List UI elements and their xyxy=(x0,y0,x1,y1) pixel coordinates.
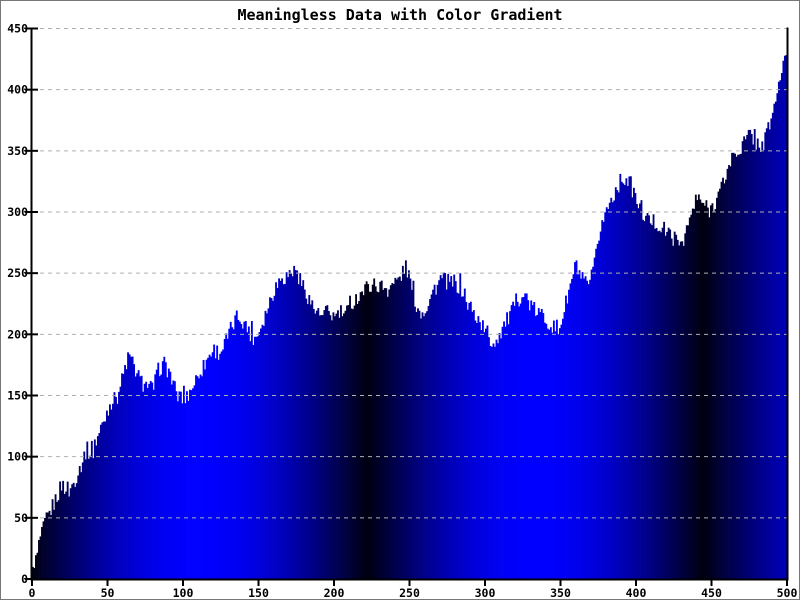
tick-marks xyxy=(25,27,788,586)
x-tick-label: 200 xyxy=(324,586,345,600)
x-tick-label: 150 xyxy=(248,586,269,600)
x-axis-labels: 0 50 100 150 200 250 300 350 400 450 500 xyxy=(29,586,798,600)
x-tick-label: 50 xyxy=(101,586,115,600)
y-tick-label: 250 xyxy=(7,266,28,280)
y-axis-labels: 0 50 100 150 200 250 300 350 400 450 xyxy=(7,22,28,587)
y-tick-label: 200 xyxy=(7,327,28,341)
x-tick-label: 350 xyxy=(550,586,571,600)
bar-series xyxy=(32,55,788,580)
x-tick-label: 450 xyxy=(701,586,722,600)
y-tick-label: 0 xyxy=(21,572,28,586)
y-tick-label: 400 xyxy=(7,83,28,97)
x-tick-label: 300 xyxy=(475,586,496,600)
x-tick-label: 0 xyxy=(29,586,36,600)
y-tick-label: 100 xyxy=(7,450,28,464)
y-tick-label: 150 xyxy=(7,389,28,403)
gridlines xyxy=(32,28,787,519)
y-tick-label: 350 xyxy=(7,144,28,158)
x-tick-label: 400 xyxy=(626,586,647,600)
y-tick-label: 300 xyxy=(7,205,28,219)
y-tick-label: 450 xyxy=(7,22,28,36)
y-tick-label: 50 xyxy=(14,511,28,525)
x-tick-label: 100 xyxy=(173,586,194,600)
x-tick-label: 500 xyxy=(777,586,798,600)
chart-title: Meaningless Data with Color Gradient xyxy=(237,6,563,24)
x-tick-label: 250 xyxy=(399,586,420,600)
